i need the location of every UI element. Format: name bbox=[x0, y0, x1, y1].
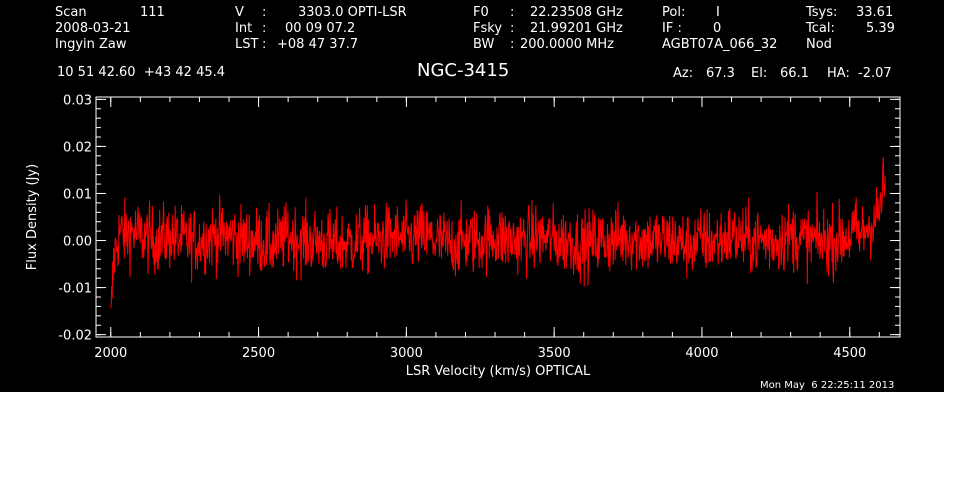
lst-label: LST bbox=[235, 37, 259, 52]
plot-frame bbox=[95, 96, 901, 338]
bw-label: BW bbox=[473, 37, 495, 52]
az-value: 67.3 bbox=[706, 66, 735, 81]
obs-date: 2008-03-21 bbox=[55, 21, 131, 36]
f0-label: F0 bbox=[473, 5, 489, 20]
pol-value: I bbox=[716, 5, 720, 20]
pol-label: Pol: bbox=[662, 5, 686, 20]
y-tick-label: 0.03 bbox=[63, 93, 92, 108]
int-value: 00 09 07.2 bbox=[285, 21, 356, 36]
timestamp: Mon May 6 22:25:11 2013 bbox=[760, 380, 895, 391]
obs-mode: Nod bbox=[806, 37, 832, 52]
source-coords: 10 51 42.60 +43 42 45.4 bbox=[57, 65, 226, 80]
x-tick-label: 2500 bbox=[242, 346, 275, 361]
ha-label: HA: bbox=[827, 66, 850, 81]
x-tick-label: 3500 bbox=[538, 346, 571, 361]
el-value: 66.1 bbox=[780, 66, 809, 81]
tcal-value: 5.39 bbox=[866, 21, 895, 36]
x-tick-label: 4000 bbox=[685, 346, 718, 361]
x-tick-label: 3000 bbox=[390, 346, 423, 361]
ha-value: -2.07 bbox=[858, 66, 892, 81]
scan-value: 111 bbox=[140, 5, 165, 20]
int-label: Int bbox=[235, 21, 253, 36]
velocity-label: V bbox=[235, 5, 244, 20]
x-tick-label: 2000 bbox=[94, 346, 127, 361]
fsky-label: Fsky bbox=[473, 21, 503, 36]
y-tick-label: 0.02 bbox=[63, 140, 92, 155]
chart-title: NGC-3415 bbox=[417, 60, 510, 81]
f0-value: 22.23508 GHz bbox=[530, 5, 623, 20]
az-label: Az: bbox=[673, 66, 694, 81]
el-label: El: bbox=[751, 66, 768, 81]
y-tick-label: 0.01 bbox=[63, 187, 92, 202]
lst-value: +08 47 37.7 bbox=[277, 37, 359, 52]
if-value: 0 bbox=[713, 21, 722, 36]
tsys-value: 33.61 bbox=[856, 5, 894, 20]
y-axis-label: Flux Density (Jy) bbox=[25, 164, 40, 270]
tsys-label: Tsys: bbox=[806, 5, 838, 20]
fsky-value: 21.99201 GHz bbox=[530, 21, 623, 36]
x-axis-label: LSR Velocity (km/s) OPTICAL bbox=[406, 364, 591, 379]
x-tick-label: 4500 bbox=[833, 346, 866, 361]
spectrum-chart: 2000 2500 3000 3500 4000 4500 -0.02 -0.01 0.00 0.… bbox=[25, 93, 901, 379]
y-tick-label: 0.00 bbox=[63, 235, 92, 250]
tcal-label: Tcal: bbox=[806, 21, 835, 36]
if-label: IF : bbox=[662, 21, 682, 36]
observer: Ingyin Zaw bbox=[55, 37, 127, 52]
plot-panel: Scan 111 2008-03-21 Ingyin Zaw V : 3303.… bbox=[0, 0, 944, 392]
bw-value: 200.0000 MHz bbox=[520, 37, 614, 52]
velocity-value: 3303.0 OPTI-LSR bbox=[298, 5, 407, 20]
project-id: AGBT07A_066_32 bbox=[662, 37, 778, 52]
scan-label: Scan bbox=[55, 5, 87, 20]
y-tick-label: -0.02 bbox=[58, 329, 92, 344]
spectrum-line bbox=[110, 157, 886, 309]
y-tick-label: -0.01 bbox=[58, 282, 92, 297]
